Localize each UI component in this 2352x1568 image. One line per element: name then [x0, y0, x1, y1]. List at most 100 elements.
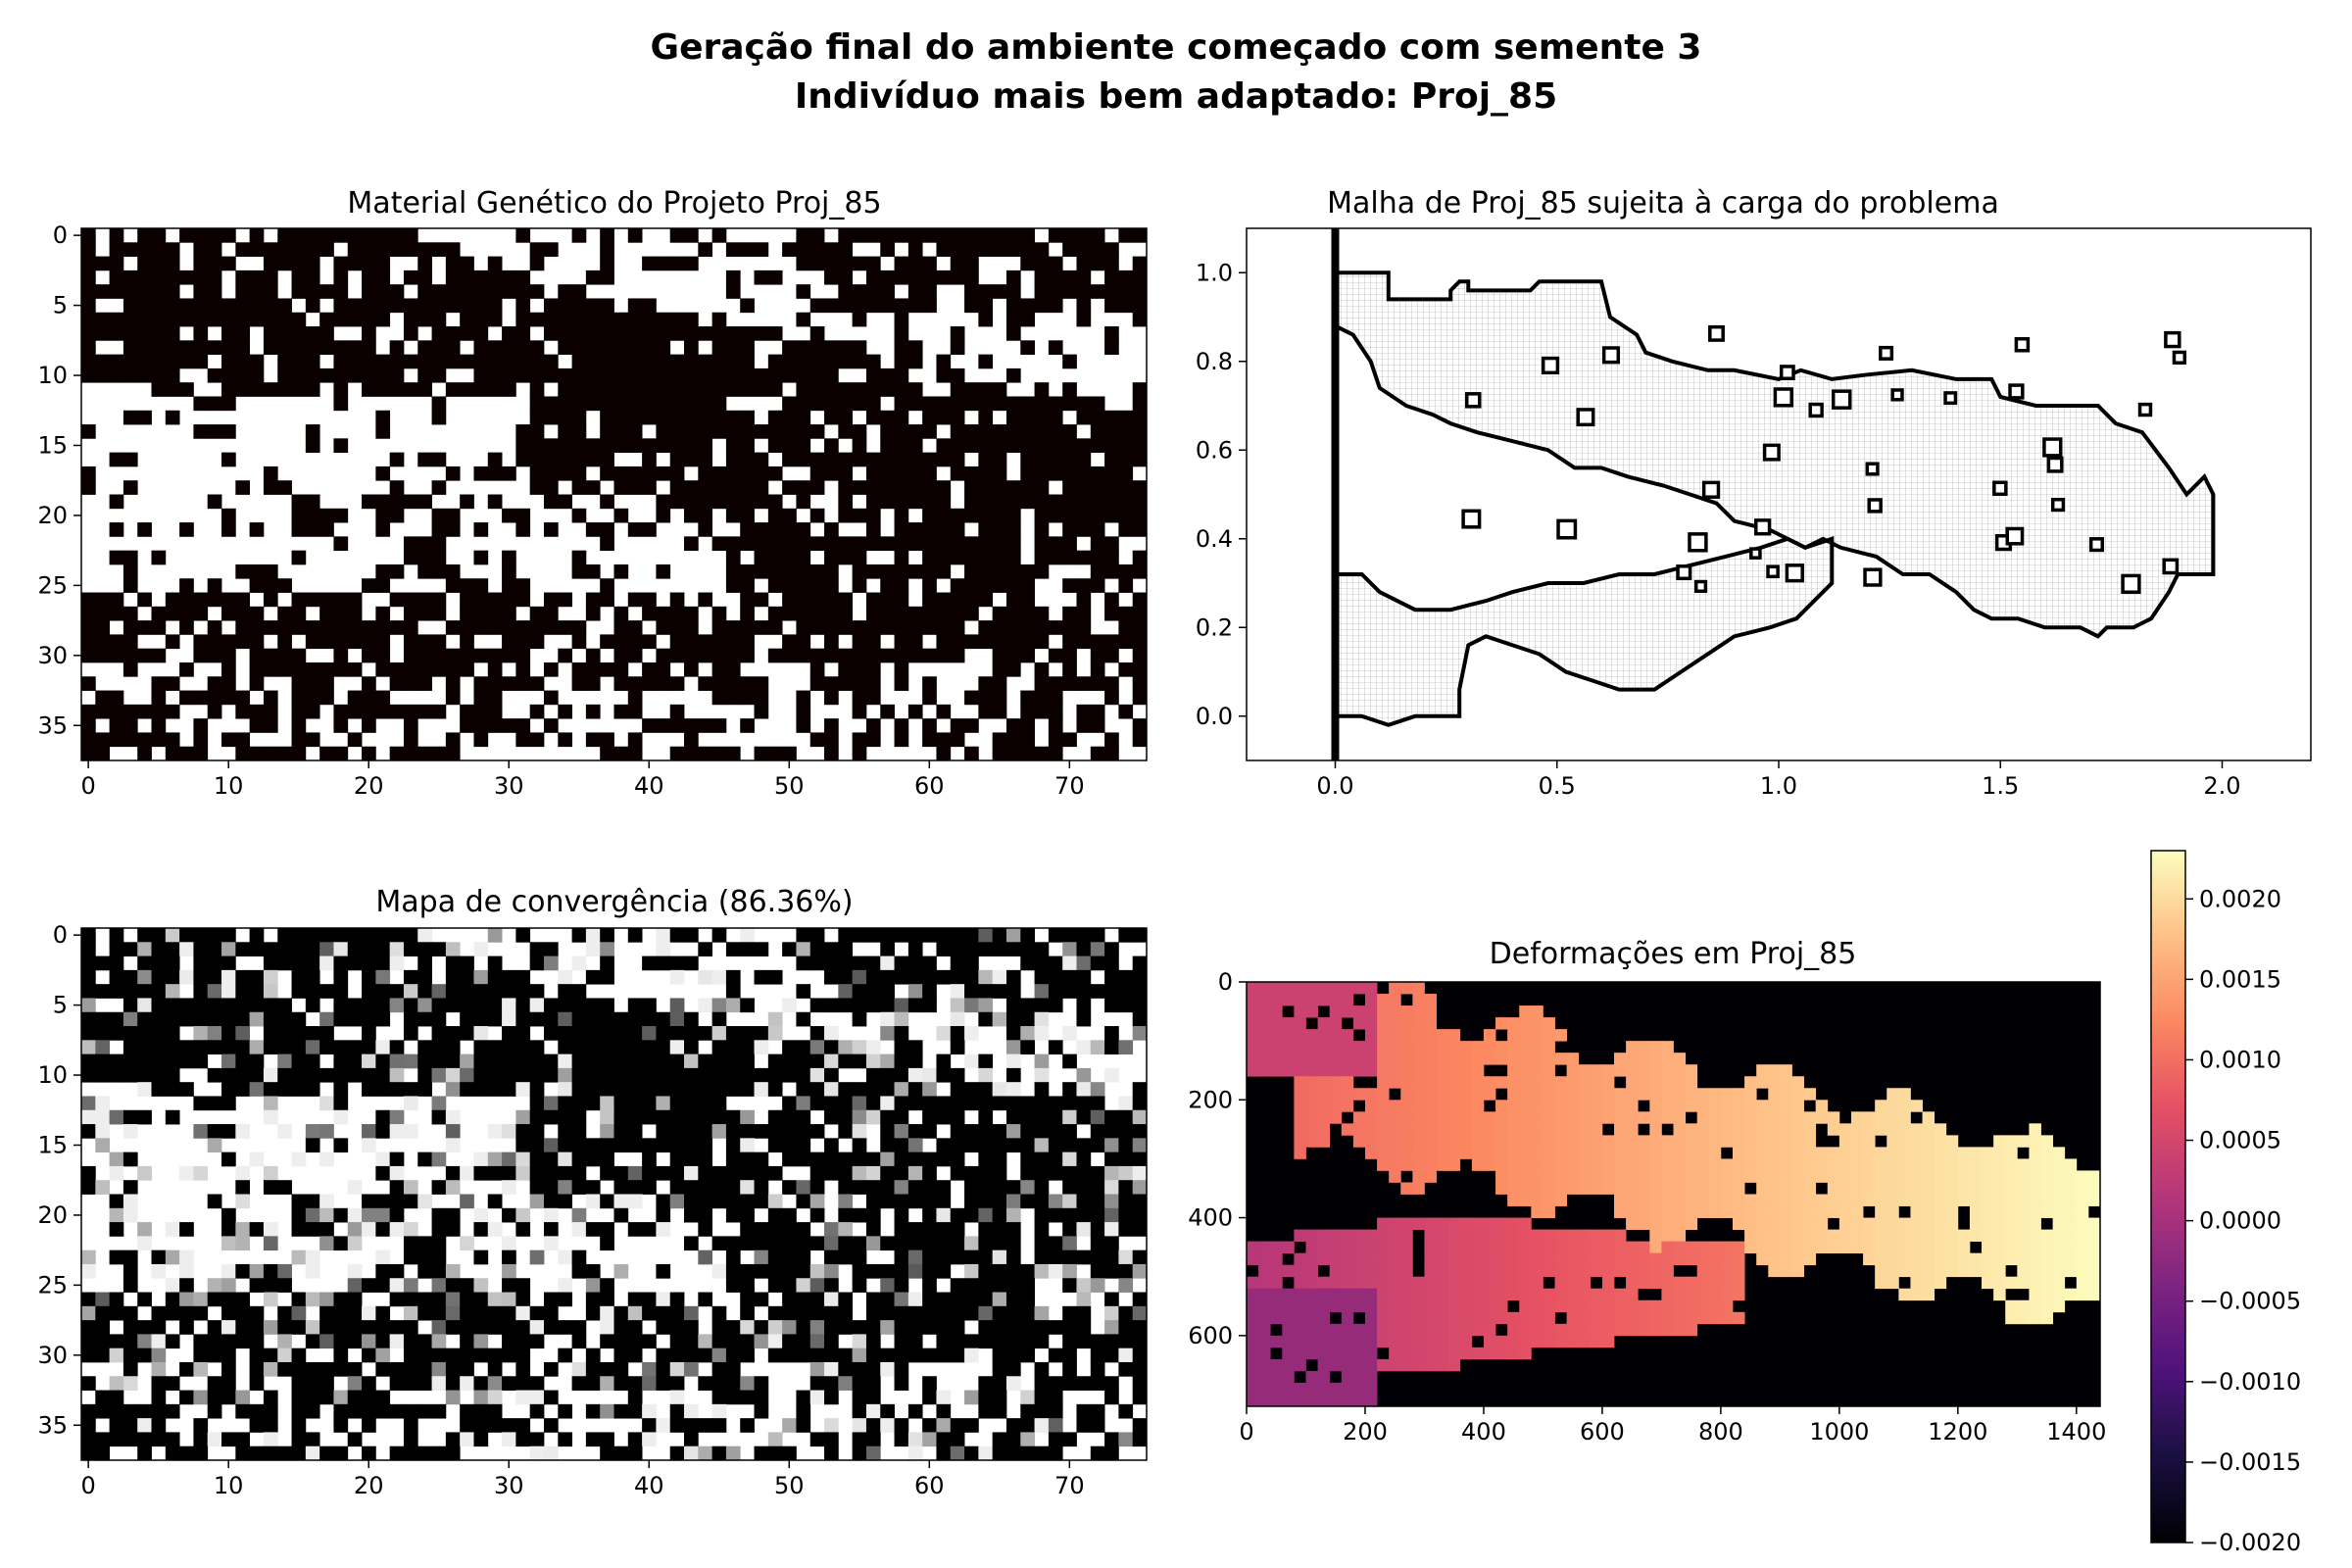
genetic-cell	[1062, 228, 1077, 243]
convergence-cell	[950, 1250, 965, 1265]
deformation-cell	[1590, 1147, 1603, 1159]
deformation-cell	[1696, 1100, 1710, 1112]
genetic-cell	[950, 228, 965, 243]
deformation-cell	[1708, 1147, 1722, 1159]
convergence-cell	[515, 1165, 531, 1181]
genetic-cell	[81, 368, 96, 383]
convergence-cell	[627, 1390, 643, 1405]
deformation-cell	[1768, 1229, 1781, 1243]
convergence-cell	[782, 1334, 797, 1349]
convergence-cell	[1034, 1180, 1050, 1195]
deformation-cell	[1531, 1111, 1544, 1124]
convergence-cell	[767, 1194, 783, 1209]
genetic-cell	[389, 242, 405, 257]
deformation-cell	[1554, 1100, 1568, 1112]
convergence-cell	[362, 1082, 376, 1097]
deformation-cell	[1673, 1100, 1686, 1112]
convergence-cell	[263, 969, 278, 985]
genetic-cell	[698, 480, 713, 495]
convergence-cell	[894, 1432, 909, 1447]
convergence-cell	[122, 1305, 138, 1321]
deformation-cell	[1436, 1241, 1449, 1254]
convergence-cell	[95, 1138, 110, 1153]
genetic-cell	[684, 648, 699, 663]
convergence-cell	[767, 1250, 783, 1265]
convergence-cell	[1020, 1334, 1035, 1349]
genetic-cell	[740, 690, 755, 706]
convergence-cell	[558, 1082, 572, 1097]
convergence-cell	[600, 1222, 614, 1237]
deformation-cell	[1934, 1252, 1947, 1266]
deformation-cell	[1554, 1053, 1568, 1065]
deformation-cell	[1768, 1100, 1781, 1112]
deformation-cell	[1554, 1182, 1568, 1195]
convergence-cell	[1020, 1026, 1035, 1041]
convergence-cell	[460, 956, 474, 971]
convergence-cell	[978, 1165, 994, 1181]
convergence-cell	[740, 1165, 755, 1181]
deformation-cell	[1708, 1241, 1722, 1254]
convergence-cell	[740, 1138, 755, 1153]
deformation-cell	[1720, 1241, 1734, 1254]
deformation-cell	[1447, 1053, 1461, 1065]
deformation-cell	[1459, 1111, 1473, 1124]
genetic-cell	[193, 228, 209, 243]
convergence-cell	[1048, 1165, 1063, 1181]
mesh-xtick-label: 1.0	[1760, 772, 1797, 800]
genetic-cell	[1132, 606, 1148, 621]
deformation-cell	[1507, 1123, 1520, 1136]
genetic-cell	[179, 228, 194, 243]
deformation-cell	[1638, 1158, 1650, 1171]
genetic-cell	[445, 662, 461, 677]
genetic-cell	[992, 466, 1007, 481]
genetic-cell	[95, 690, 110, 706]
convergence-cell	[754, 1236, 769, 1251]
deformation-cell	[2064, 1217, 2078, 1230]
convergence-cell	[81, 1067, 96, 1083]
convergence-cell	[894, 1320, 909, 1335]
convergence-cell	[1062, 1082, 1077, 1097]
genetic-cell	[711, 690, 727, 706]
convergence-cell	[978, 1067, 994, 1083]
genetic-cell	[894, 606, 909, 621]
convergence-cell	[600, 1096, 614, 1111]
convergence-cell	[417, 1361, 432, 1377]
deformation-cell	[1258, 1241, 1271, 1254]
convergence-cell	[305, 956, 320, 971]
convergence-cell	[711, 1040, 727, 1055]
genetic-cell	[445, 340, 461, 356]
convergence-cell	[403, 1236, 418, 1251]
convergence-cell	[109, 1292, 124, 1307]
convergence-cell	[249, 969, 265, 985]
convergence-cell	[754, 1334, 769, 1349]
convergence-cell	[179, 1305, 194, 1321]
convergence-cell	[1034, 1124, 1050, 1139]
genetic-cell	[445, 242, 461, 257]
genetic-cell	[838, 592, 854, 608]
convergence-cell	[1034, 1361, 1050, 1377]
convergence-cell	[263, 1432, 278, 1447]
genetic-cell	[473, 732, 489, 748]
convergence-cell	[179, 1278, 194, 1293]
genetic-cell	[964, 690, 979, 706]
convergence-cell	[1076, 1207, 1092, 1223]
deformation-cell	[1780, 1158, 1792, 1171]
convergence-cell	[403, 1305, 418, 1321]
convergence-cell	[1090, 1194, 1105, 1209]
genetic-cell	[473, 578, 489, 593]
convergence-cell	[880, 1082, 895, 1097]
genetic-cell	[907, 242, 923, 257]
genetic-cell	[1020, 438, 1035, 454]
genetic-cell	[669, 620, 685, 635]
genetic-cell	[642, 606, 657, 621]
convergence-cell	[754, 1180, 769, 1195]
genetic-cell	[571, 424, 587, 439]
convergence-cell	[431, 1222, 447, 1237]
convergence-cell	[1005, 984, 1021, 999]
genetic-cell	[698, 368, 713, 383]
deformation-cell	[1364, 1017, 1378, 1030]
deformation-cell	[1578, 1158, 1592, 1171]
genetic-cell	[502, 578, 516, 593]
convergence-cell	[473, 1418, 489, 1433]
convergence-cell	[992, 1292, 1007, 1307]
